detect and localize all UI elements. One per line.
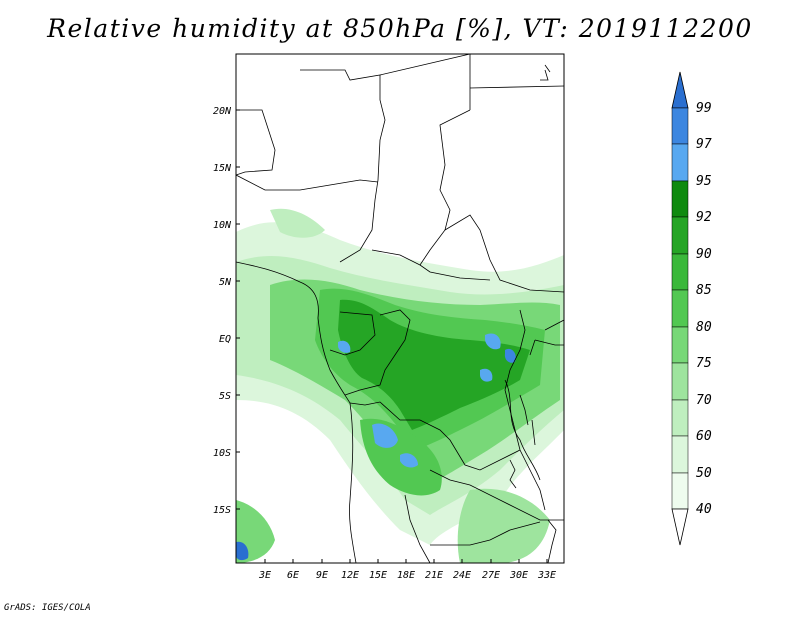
rh-95-spot-1 <box>372 423 398 448</box>
lon-label-15e: 15E <box>369 570 387 581</box>
colorbar-label-60: 60 <box>696 429 712 444</box>
colorbar-seg-92-95 <box>671 180 689 218</box>
lat-label-5s: 5S <box>219 391 231 402</box>
colorbar-label-95: 95 <box>696 174 712 189</box>
rh-95-spot-5 <box>338 340 351 353</box>
colorbar-seg-70-75 <box>671 362 689 401</box>
colorbar-seg-97-99 <box>671 107 689 145</box>
colorbar-seg-60-70 <box>671 399 689 437</box>
lat-label-15s: 15S <box>213 505 231 516</box>
lon-label-24e: 24E <box>453 570 471 581</box>
lon-label-27e: 27E <box>482 570 500 581</box>
colorbar-label-40: 40 <box>696 502 712 517</box>
colorbar-label-97: 97 <box>696 137 712 152</box>
rh-southeast-patch <box>457 488 550 563</box>
humidity-field <box>236 54 564 563</box>
lon-label-6e: 6E <box>287 570 299 581</box>
plot-frame <box>235 53 565 564</box>
country-borders <box>236 54 564 563</box>
lat-axis: 20N 15N 10N 5N EQ 5S 10S 15S <box>213 106 240 516</box>
rh-95-spot-7 <box>480 368 493 382</box>
lat-label-20n: 20N <box>213 106 232 117</box>
colorbar-seg-40-50 <box>671 472 689 510</box>
colorbar-label-50: 50 <box>696 466 712 481</box>
rh-95-spot-6 <box>236 541 249 561</box>
rh-95-spot-3 <box>485 333 501 350</box>
rh-95-spot-4 <box>504 348 516 363</box>
lon-label-12e: 12E <box>341 570 359 581</box>
colorbar-seg-95-97 <box>671 143 689 182</box>
lat-label-10n: 10N <box>213 220 232 231</box>
lon-label-9e: 9E <box>316 570 328 581</box>
colorbar-label-70: 70 <box>696 393 712 408</box>
colorbar-label-80: 80 <box>696 320 712 335</box>
colorbar-seg-90-92 <box>671 216 689 255</box>
lon-label-33e: 33E <box>537 570 556 581</box>
lon-axis: 3E 6E 9E 12E 15E 18E 21E 24E 27E 30E 33E <box>258 559 556 581</box>
colorbar-seg-75-80 <box>671 326 689 364</box>
colorbar-seg-85-90 <box>671 253 689 291</box>
lat-label-15n: 15N <box>213 163 232 174</box>
colorbar-bottom-arrow <box>671 508 689 546</box>
colorbar: 99 97 95 92 90 85 80 75 70 60 50 40 <box>671 71 712 546</box>
lat-label-5n: 5N <box>219 277 232 288</box>
colorbar-label-99: 99 <box>696 101 712 116</box>
lon-label-3e: 3E <box>258 570 271 581</box>
colorbar-label-75: 75 <box>696 356 712 371</box>
lat-label-10s: 10S <box>213 448 231 459</box>
lon-label-30e: 30E <box>509 570 528 581</box>
rh-band-90 <box>338 299 530 430</box>
colorbar-label-92: 92 <box>696 210 712 225</box>
rh-north-patch <box>270 208 325 238</box>
colorbar-label-90: 90 <box>696 247 712 262</box>
colorbar-label-85: 85 <box>696 283 712 298</box>
lon-label-21e: 21E <box>425 570 443 581</box>
colorbar-seg-80-85 <box>671 289 689 328</box>
grads-credit: GrADS: IGES/COLA <box>4 603 91 613</box>
map-title: Relative humidity at 850hPa [%], VT: 201… <box>47 14 753 43</box>
rh-95-spot-2 <box>400 453 418 468</box>
lon-label-18e: 18E <box>397 570 415 581</box>
colorbar-seg-50-60 <box>671 435 689 474</box>
lat-label-eq: EQ <box>219 334 231 345</box>
colorbar-top-arrow <box>671 71 689 109</box>
